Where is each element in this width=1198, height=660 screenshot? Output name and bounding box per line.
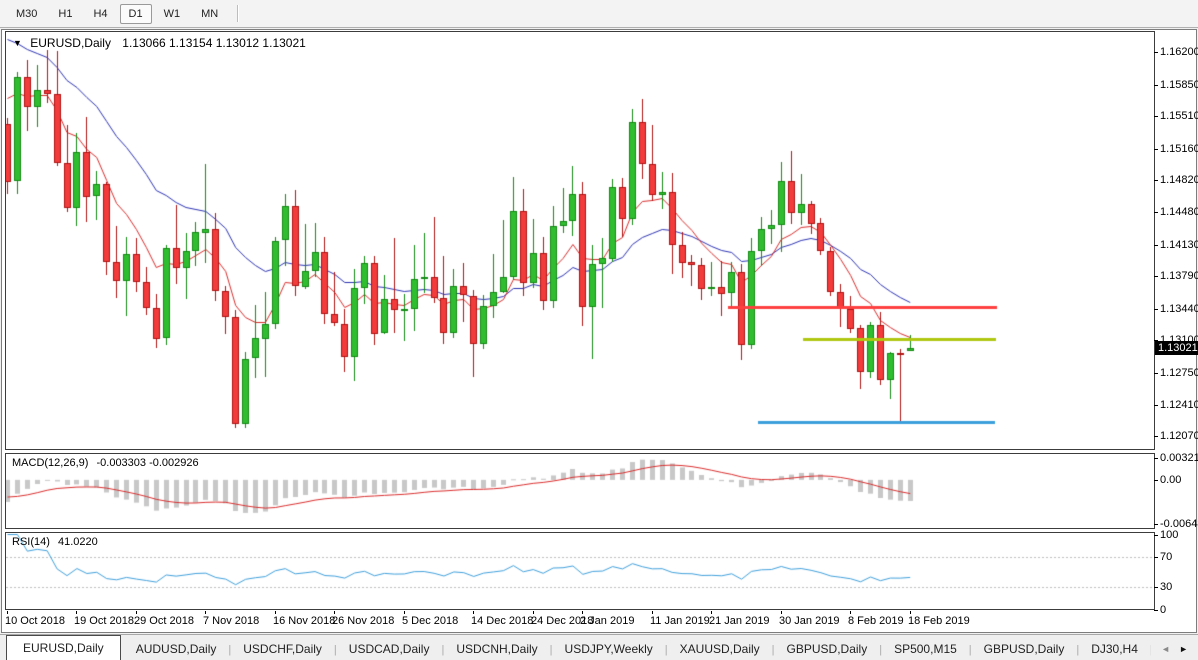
macd-panel[interactable]: MACD(12,26,9) -0.003303 -0.002926 xyxy=(5,453,1155,529)
date-tick-mark xyxy=(205,611,206,614)
timeframe-m30-button[interactable]: M30 xyxy=(16,7,38,20)
price-chart-canvas[interactable] xyxy=(6,32,1154,449)
tab-audusd-daily[interactable]: AUDUSD,Daily xyxy=(135,642,217,656)
price-tick-label: 1.12070 xyxy=(1154,430,1198,443)
tab-separator: | xyxy=(1076,644,1080,656)
tab-sp500-m15[interactable]: SP500,M15 xyxy=(894,642,957,656)
tab-separator: | xyxy=(1150,639,1151,660)
tab-separator: | xyxy=(333,644,337,656)
tab-separator: | xyxy=(771,644,775,656)
date-tick-mark xyxy=(652,611,653,614)
tab-separator: | xyxy=(968,644,972,656)
timeframe-h4-button[interactable]: H4 xyxy=(93,7,108,20)
date-tick-mark xyxy=(781,611,782,614)
macd-canvas[interactable] xyxy=(6,454,1154,528)
tab-separator: | xyxy=(664,644,668,656)
price-tick-label: 1.12750 xyxy=(1154,366,1198,379)
rsi-panel[interactable]: RSI(14) 41.0220 xyxy=(5,532,1155,610)
date-tick-label: 24 Dec 2018 xyxy=(531,615,594,627)
date-tick-mark xyxy=(275,611,276,614)
price-panel[interactable]: ▼ EURUSD,Daily 1.13066 1.13154 1.13012 1… xyxy=(5,31,1155,450)
timeframe-h1-button[interactable]: H1 xyxy=(58,7,73,20)
rsi-value: 41.0220 xyxy=(57,536,98,548)
price-tick-label: 1.14480 xyxy=(1154,205,1198,218)
tab-scroll-left-icon[interactable]: ◄ xyxy=(1161,644,1170,654)
date-tick-label: 7 Nov 2018 xyxy=(203,615,260,627)
current-price-badge: 1.13021 xyxy=(1155,340,1198,355)
rsi-canvas[interactable] xyxy=(6,533,1154,609)
tab-gbpusd-daily[interactable]: GBPUSD,Daily xyxy=(983,642,1065,656)
timeframe-w1-button[interactable]: W1 xyxy=(163,7,181,20)
tab-usdjpy-weekly[interactable]: USDJPY,Weekly xyxy=(564,642,653,656)
tab-usdchf-daily[interactable]: USDCHF,Daily xyxy=(243,642,322,656)
tab-dj30-h4[interactable]: DJ30,H4 xyxy=(1091,642,1138,656)
toolbar-separator xyxy=(237,5,239,22)
date-tick-label: 5 Dec 2018 xyxy=(402,615,459,627)
chart-tabs: EURUSD,Daily AUDUSD,Daily | USDCHF,Daily | US… xyxy=(3,634,1151,660)
date-tick-mark xyxy=(76,611,77,614)
chart-title: ▼ EURUSD,Daily 1.13066 1.13154 1.13012 1… xyxy=(13,36,306,50)
rsi-tick-label: 70 xyxy=(1153,551,1173,563)
date-tick-mark xyxy=(136,611,137,614)
macd-tick-label: -0.006485 xyxy=(1154,518,1198,530)
rsi-tick-label: 0 xyxy=(1153,603,1167,616)
date-tick-mark xyxy=(404,611,405,614)
date-tick-label: 2 Jan 2019 xyxy=(580,615,635,627)
tab-eurusd-daily[interactable]: EURUSD,Daily xyxy=(6,635,121,660)
price-tick-label: 1.14130 xyxy=(1154,238,1198,251)
date-tick-mark xyxy=(7,611,8,614)
timeframe-d1-button[interactable]: D1 xyxy=(119,3,152,24)
chart-tab-bar: EURUSD,Daily AUDUSD,Daily | USDCHF,Daily | US… xyxy=(0,634,1198,660)
tab-xauusd-daily[interactable]: XAUUSD,Daily xyxy=(679,642,760,656)
chart-ohlc-values: 1.13066 1.13154 1.13012 1.13021 xyxy=(122,36,306,50)
timeframe-toolbar: M30 H1 H4 D1 W1 MN xyxy=(0,0,1198,28)
date-tick-label: 16 Nov 2018 xyxy=(273,615,336,627)
macd-values: -0.003303 -0.002926 xyxy=(96,457,199,469)
date-tick-label: 10 Oct 2018 xyxy=(5,615,65,627)
date-tick-label: 19 Oct 2018 xyxy=(74,615,134,627)
tab-usdcad-daily[interactable]: USDCAD,Daily xyxy=(348,642,430,656)
tab-separator: | xyxy=(441,644,445,656)
price-tick-label: 1.14820 xyxy=(1154,174,1198,187)
tab-gbpusd-daily[interactable]: GBPUSD,Daily xyxy=(786,642,868,656)
date-tick-mark xyxy=(711,611,712,614)
rsi-name: RSI(14) xyxy=(12,536,50,548)
rsi-tick-label: 30 xyxy=(1153,581,1173,593)
macd-tick-label: 0.00 xyxy=(1153,473,1182,486)
date-tick-label: 14 Dec 2018 xyxy=(471,615,534,627)
price-tick-label: 1.16200 xyxy=(1154,45,1198,58)
tab-separator: | xyxy=(879,644,883,656)
price-tick-label: 1.13790 xyxy=(1154,270,1198,283)
date-tick-mark xyxy=(910,611,911,614)
date-tick-mark xyxy=(850,611,851,614)
date-tick-label: 21 Jan 2019 xyxy=(709,615,770,627)
date-tick-label: 29 Oct 2018 xyxy=(134,615,194,627)
date-tick-label: 8 Feb 2019 xyxy=(848,615,904,627)
date-tick-label: 26 Nov 2018 xyxy=(332,615,395,627)
date-tick-label: 11 Jan 2019 xyxy=(650,615,710,627)
price-tick-label: 1.15850 xyxy=(1154,78,1198,91)
rsi-label: RSI(14) 41.0220 xyxy=(12,536,98,548)
date-tick-mark xyxy=(334,611,335,614)
date-tick-label: 30 Jan 2019 xyxy=(779,615,840,627)
price-tick-label: 1.12410 xyxy=(1154,398,1198,411)
chart-dropdown-arrow-icon: ▼ xyxy=(13,38,22,48)
chart-symbol-label: EURUSD,Daily xyxy=(30,36,111,50)
price-tick-label: 1.15160 xyxy=(1154,142,1198,155)
date-tick-label: 18 Feb 2019 xyxy=(908,615,970,627)
macd-label: MACD(12,26,9) -0.003303 -0.002926 xyxy=(12,457,199,469)
rsi-tick-label: 100 xyxy=(1153,528,1179,541)
date-tick-mark xyxy=(533,611,534,614)
price-tick-label: 1.13440 xyxy=(1154,302,1198,315)
tab-usdcnh-daily[interactable]: USDCNH,Daily xyxy=(456,642,538,656)
tab-separator: | xyxy=(228,644,232,656)
macd-tick-label: 0.003216 xyxy=(1154,452,1198,464)
date-tick-mark xyxy=(473,611,474,614)
price-tick-label: 1.15510 xyxy=(1154,110,1198,123)
tab-scroll-right-icon[interactable]: ► xyxy=(1179,644,1188,654)
date-tick-mark xyxy=(582,611,583,614)
timeframe-mn-button[interactable]: MN xyxy=(201,7,219,20)
macd-name: MACD(12,26,9) xyxy=(12,457,89,469)
tab-separator: | xyxy=(549,644,553,656)
